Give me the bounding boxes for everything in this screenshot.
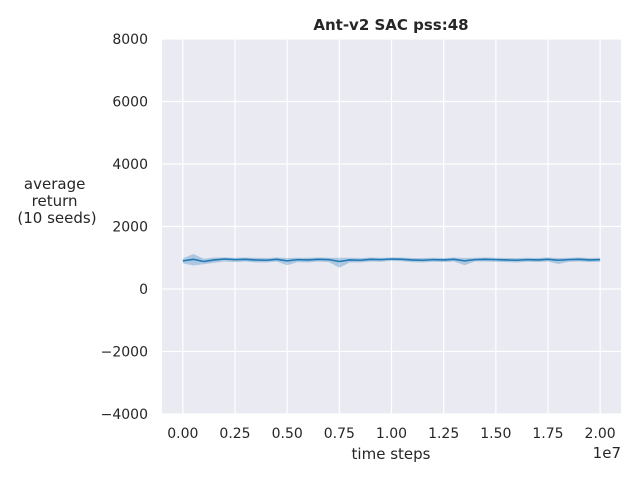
grid [162,38,621,415]
chart-title: Ant-v2 SAC pss:48 [313,16,468,34]
y-tick-labels: −4000 −2000 0 2000 4000 6000 8000 [101,32,148,423]
series-confidence-band [182,254,601,268]
y-tick-label: −2000 [101,345,148,361]
x-tick-label: 2.00 [585,426,616,442]
x-axis-label: time steps [352,445,431,463]
series-line [182,258,601,263]
x-tick-label: 1.00 [376,426,407,442]
y-tick-label: 6000 [112,95,148,111]
y-axis-label: average return (10 seeds) [17,175,96,227]
x-tick-label: 0.25 [219,426,250,442]
x-tick-label: 0.75 [324,426,355,442]
x-offset-label: 1e7 [593,444,621,462]
x-tick-label: 0.00 [167,426,198,442]
x-tick-label: 1.25 [428,426,459,442]
x-tick-labels: 0.00 0.25 0.50 0.75 1.00 1.25 1.50 1.75 2.00 [167,426,615,442]
x-tick-label: 1.75 [532,426,563,442]
y-tick-label: 0 [139,282,148,298]
y-axis-label-line-2: return [32,192,78,210]
x-tick-label: 0.50 [272,426,303,442]
y-axis-label-line-1: average [24,175,85,193]
y-axis-label-line-3: (10 seeds) [17,209,96,227]
x-tick-label: 1.50 [480,426,511,442]
y-tick-label: 4000 [112,157,148,173]
y-tick-label: −4000 [101,407,148,423]
y-tick-label: 8000 [112,32,148,48]
y-tick-label: 2000 [112,220,148,236]
